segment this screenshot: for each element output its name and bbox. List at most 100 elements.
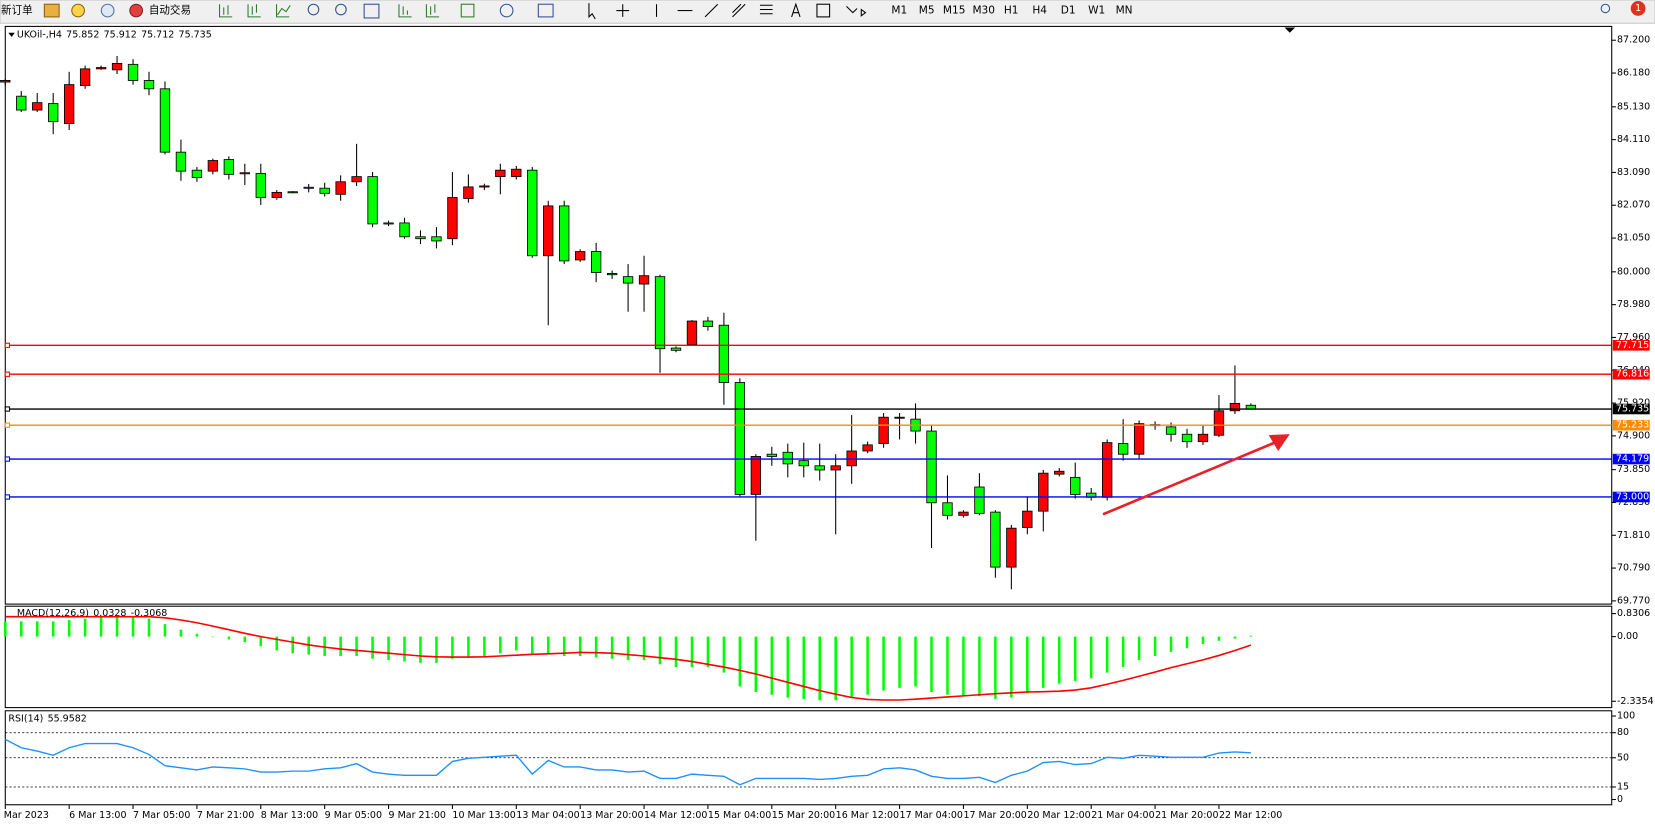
icon[interactable] — [704, 3, 719, 18]
candle-body — [271, 191, 282, 198]
timeframe-button[interactable]: D1 — [1061, 5, 1076, 17]
candle-body — [1006, 527, 1017, 568]
icon[interactable] — [71, 3, 85, 18]
icon[interactable] — [791, 2, 801, 18]
icon[interactable] — [588, 3, 596, 20]
macd-bar — [1137, 636, 1141, 661]
x-tick-label: 17 Mar 04:00 — [900, 810, 963, 821]
annotation-arrow — [1102, 441, 1276, 516]
search-icon[interactable] — [1600, 3, 1611, 14]
icon[interactable] — [732, 3, 746, 18]
icon[interactable] — [43, 3, 60, 18]
icon[interactable] — [247, 4, 261, 18]
candle-body — [191, 169, 203, 179]
timeframe-button[interactable]: W1 — [1088, 5, 1105, 17]
icon[interactable] — [363, 3, 380, 19]
indicator-title: RSI(14) — [8, 714, 43, 725]
timeframe-button[interactable]: M5 — [919, 5, 935, 17]
macd-bar — [562, 636, 566, 656]
icon[interactable] — [499, 3, 514, 18]
level-label: 77.715 — [1616, 340, 1649, 351]
macd-bar — [1073, 636, 1077, 681]
auto-trading-button[interactable]: 自动交易 — [149, 4, 191, 17]
timeframe-button[interactable]: M30 — [972, 5, 995, 17]
candle-body — [303, 186, 314, 189]
y-tick-label: 75.920 — [1617, 398, 1650, 409]
icon[interactable] — [537, 3, 554, 18]
macd-bar — [19, 621, 23, 637]
icon[interactable] — [425, 4, 440, 18]
icon[interactable] — [846, 5, 867, 17]
macd-panel — [4, 605, 1613, 709]
y-tick-label: 70.790 — [1617, 563, 1650, 574]
timeframe-button[interactable]: M1 — [891, 5, 907, 17]
icon[interactable] — [307, 3, 320, 16]
x-tick-label: 9 Mar 21:00 — [389, 810, 446, 821]
icon[interactable] — [616, 4, 630, 17]
last-low: 75.712 — [141, 29, 174, 40]
icon[interactable] — [759, 4, 773, 15]
macd-bar — [754, 636, 758, 692]
x-tick-label: 22 Mar 12:00 — [1219, 810, 1282, 821]
macd-bar — [802, 636, 806, 699]
macd-bar — [1217, 636, 1221, 641]
timeframe-button[interactable]: M15 — [943, 5, 966, 17]
candle-body — [207, 160, 219, 172]
macd-bar — [1169, 636, 1173, 652]
auto-trading-icon[interactable] — [129, 3, 144, 18]
macd-bar — [4, 621, 7, 637]
y-tick-label: 69.770 — [1617, 595, 1650, 606]
macd-bar — [1201, 636, 1205, 645]
macd-bar — [818, 636, 821, 701]
timeframe-button[interactable]: H4 — [1032, 5, 1047, 17]
notification-badge[interactable] — [1630, 1, 1646, 16]
y-tick-label: -2.3354 — [1617, 696, 1654, 707]
price-chart: 87.200 86.180 85.130 84.110 83.090 82.070 81.0… — [0, 29, 1654, 820]
macd-bar — [227, 636, 231, 640]
new-order-button[interactable]: 新订单 — [1, 4, 33, 17]
macd-bar — [99, 617, 103, 637]
icon[interactable] — [219, 4, 233, 18]
candle-body — [335, 181, 346, 195]
chart-shift-marker — [1284, 27, 1296, 33]
macd-value: 0.0328 — [93, 608, 126, 619]
macd-bar — [738, 636, 742, 687]
macd-bar — [722, 636, 726, 673]
macd-bar — [387, 636, 390, 661]
candle-body — [79, 68, 91, 87]
candle-body — [830, 465, 841, 471]
candle-body — [431, 236, 442, 242]
icon[interactable] — [460, 3, 475, 18]
macd-bar — [51, 621, 55, 637]
candle-body — [527, 169, 538, 257]
x-tick-label: 9 Mar 05:00 — [325, 810, 382, 821]
candle-body — [383, 222, 394, 225]
symbol-menu[interactable] — [8, 32, 15, 37]
icon[interactable] — [276, 4, 291, 18]
icon[interactable] — [100, 3, 115, 18]
macd-bar — [131, 617, 135, 637]
candle-body — [1181, 433, 1193, 443]
icon[interactable] — [398, 4, 412, 18]
candle-body — [990, 511, 1001, 568]
y-tick-label: 0 — [1617, 794, 1623, 805]
candle-body — [1165, 426, 1177, 435]
candle-body — [32, 102, 43, 111]
icon[interactable] — [335, 3, 347, 16]
candle-body — [1101, 442, 1113, 498]
macd-bar — [914, 636, 917, 687]
candle-body — [111, 62, 123, 71]
macd-bar — [642, 636, 646, 661]
level-label: 73.000 — [1616, 491, 1649, 502]
level-label-box — [1612, 453, 1650, 465]
x-tick-label: 15 Mar 20:00 — [772, 810, 835, 821]
candle-body — [958, 511, 969, 516]
level-handle — [4, 422, 11, 428]
macd-bar — [882, 636, 885, 691]
timeframe-button[interactable]: MN — [1116, 5, 1133, 17]
timeframe-button[interactable]: H1 — [1004, 5, 1019, 17]
macd-bar — [371, 636, 374, 659]
icon[interactable] — [816, 3, 831, 18]
candle-body — [878, 416, 889, 445]
